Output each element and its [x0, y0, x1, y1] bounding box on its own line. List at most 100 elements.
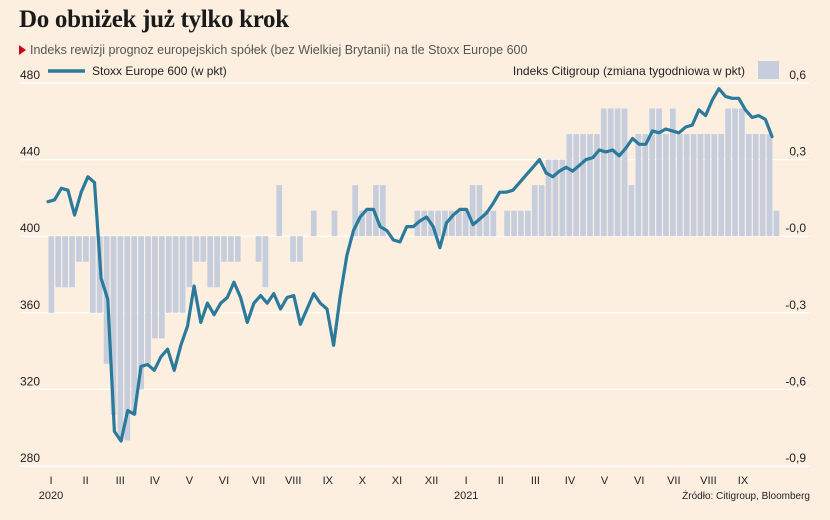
bar	[469, 185, 476, 237]
bar	[649, 108, 655, 237]
bar	[158, 236, 165, 339]
red-triangle-icon	[19, 45, 26, 55]
y-left-tick-label: 360	[20, 298, 40, 312]
bar	[455, 210, 462, 237]
bar	[759, 134, 766, 237]
bar	[718, 134, 725, 237]
bar	[435, 210, 441, 237]
y-right-tick-label: -0,0	[785, 221, 806, 235]
x-tick-label: VII	[252, 475, 265, 487]
x-tick-label: I	[49, 475, 52, 487]
x-tick-label: IX	[738, 475, 749, 487]
bar	[207, 236, 214, 288]
x-tick-label: X	[359, 475, 367, 487]
bar	[725, 108, 731, 237]
bar	[511, 210, 517, 237]
legend-bar-label: Indeks Citigroup (zmiana tygodniowa w pk…	[513, 64, 745, 78]
x-tick-label: III	[531, 475, 540, 487]
bar	[131, 236, 138, 415]
bar	[559, 159, 566, 237]
bar	[76, 236, 82, 262]
bar	[462, 210, 469, 237]
bar	[587, 134, 593, 237]
x-tick-label: V	[601, 475, 609, 487]
bar	[214, 236, 220, 288]
bar	[683, 134, 690, 237]
bar	[504, 210, 510, 237]
bar	[690, 134, 697, 237]
bar	[704, 134, 711, 237]
bar	[552, 159, 559, 237]
bar	[670, 108, 676, 237]
chart-subtitle-text: Indeks rewizji prognoz europejskich spół…	[30, 43, 528, 57]
bar	[352, 185, 359, 237]
x-year-label: 2020	[39, 490, 63, 502]
x-tick-label: VI	[219, 475, 229, 487]
bar	[656, 108, 662, 237]
bar	[663, 134, 669, 237]
bar	[538, 185, 545, 237]
bar	[621, 108, 628, 237]
x-tick-label: IV	[150, 475, 161, 487]
bar	[221, 236, 227, 262]
legend-line-label: Stoxx Europe 600 (w pkt)	[92, 64, 227, 78]
bar	[366, 210, 372, 237]
x-tick-label: XII	[425, 475, 438, 487]
bar	[152, 236, 158, 339]
bar	[421, 210, 428, 237]
bar	[600, 108, 607, 237]
bar	[262, 236, 269, 288]
x-tick-label: V	[186, 475, 194, 487]
bar	[89, 236, 96, 313]
bar	[234, 236, 241, 262]
y-left-tick-label: 320	[20, 374, 40, 388]
bar	[732, 108, 738, 237]
bar	[745, 134, 752, 237]
bar	[186, 236, 193, 288]
chart-subtitle: Indeks rewizji prognoz europejskich spół…	[19, 43, 527, 57]
y-right-tick-label: -0,9	[785, 451, 806, 465]
bar	[635, 134, 642, 237]
x-year-label: 2021	[454, 490, 478, 502]
y-right-tick-label: 0,3	[789, 145, 806, 159]
bar	[124, 236, 131, 441]
bar	[228, 236, 234, 262]
bar	[117, 236, 124, 441]
bar	[48, 236, 55, 313]
bar	[379, 185, 386, 237]
y-left-tick-label: 440	[20, 145, 40, 159]
x-tick-label: VI	[634, 475, 644, 487]
bar	[449, 210, 455, 237]
y-right-tick-label: 0,6	[789, 68, 806, 82]
y-left-tick-label: 400	[20, 221, 40, 235]
bar	[773, 210, 780, 237]
bar	[165, 236, 172, 313]
x-tick-label: XI	[392, 475, 402, 487]
bar	[55, 236, 62, 288]
bar	[138, 236, 144, 390]
bar	[752, 134, 759, 237]
x-tick-label: II	[498, 475, 504, 487]
bar	[614, 108, 621, 237]
bar	[62, 236, 69, 288]
bar	[83, 236, 89, 262]
bar	[676, 134, 683, 237]
legend-bar-swatch	[758, 61, 779, 79]
bar	[359, 210, 365, 237]
bar	[518, 210, 524, 237]
y-right-tick-label: -0,6	[785, 374, 806, 388]
x-tick-label: II	[83, 475, 89, 487]
legend: Stoxx Europe 600 (w pkt) Indeks Citigrou…	[48, 61, 779, 79]
bar	[566, 134, 573, 237]
bar	[697, 134, 704, 237]
x-tick-label: IX	[323, 475, 334, 487]
bar	[290, 236, 296, 262]
x-tick-label: IV	[565, 475, 576, 487]
bar	[483, 210, 490, 237]
bar	[607, 108, 614, 237]
line-series	[46, 87, 774, 443]
x-tick-label: III	[116, 475, 125, 487]
y-left-tick-label: 480	[20, 68, 40, 82]
bar	[179, 236, 186, 313]
